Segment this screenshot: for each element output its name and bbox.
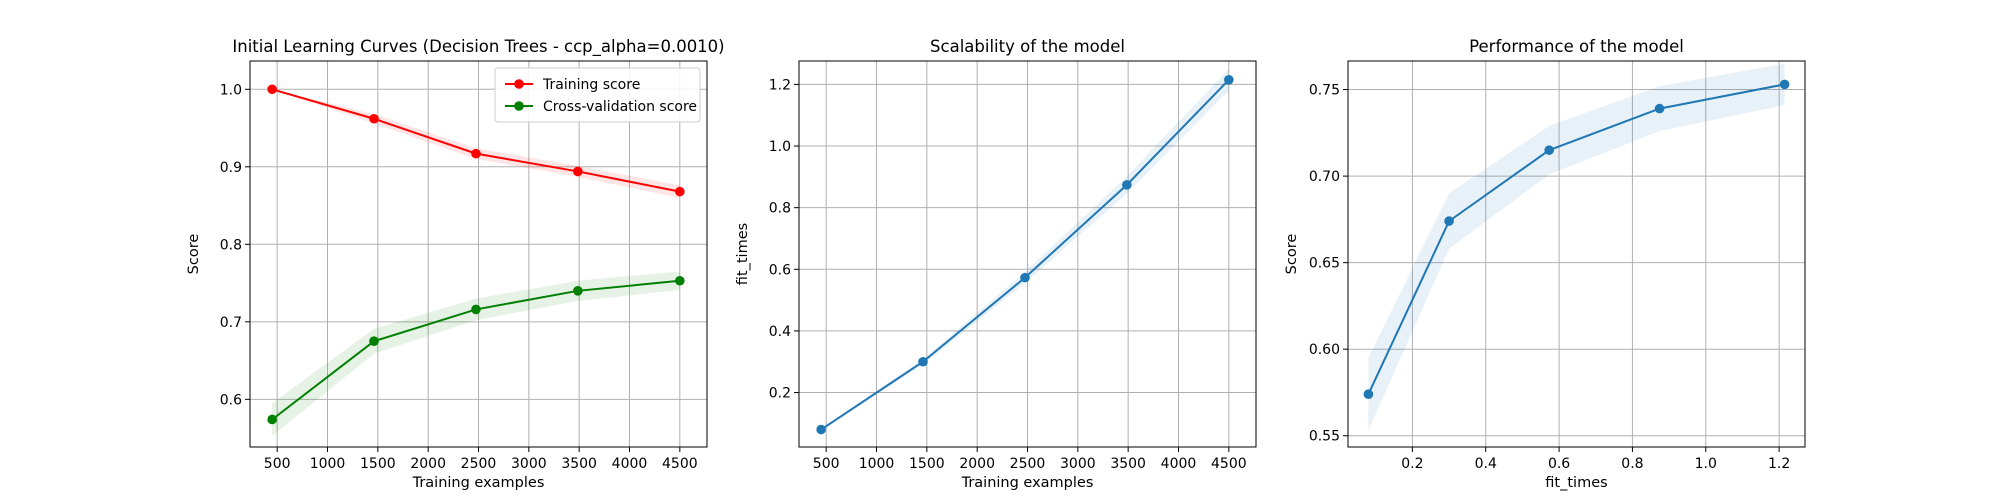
y-axis-label: Score xyxy=(1284,234,1300,275)
x-axis-label: Training examples xyxy=(961,475,1094,491)
y-tick-label: 0.65 xyxy=(1309,256,1340,272)
y-tick-label: 1.0 xyxy=(220,82,242,98)
data-point xyxy=(471,148,481,159)
x-axis-label: Training examples xyxy=(412,475,545,491)
x-tick-label: 2500 xyxy=(461,456,497,472)
chart-title: Initial Learning Curves (Decision Trees … xyxy=(232,37,724,57)
y-tick-label: 0.8 xyxy=(769,201,791,217)
y-tick-label: 0.75 xyxy=(1309,83,1340,99)
legend-label: Cross-validation score xyxy=(543,99,697,115)
y-tick-label: 0.55 xyxy=(1309,429,1340,445)
legend: Training score Cross-validation score xyxy=(494,67,701,123)
x-tick-label: 2000 xyxy=(959,456,995,472)
x-tick-label: 500 xyxy=(264,456,291,472)
data-point xyxy=(1544,145,1554,155)
y-tick-label: 0.7 xyxy=(220,315,242,331)
x-tick-label: 3000 xyxy=(511,456,547,472)
data-point xyxy=(1363,389,1374,400)
x-tick-label: 2000 xyxy=(410,456,446,472)
data-point xyxy=(1122,180,1132,190)
x-tick-label: 0.6 xyxy=(1548,456,1570,472)
data-point xyxy=(918,356,928,367)
x-tick-label: 4000 xyxy=(1161,456,1197,472)
data-point xyxy=(267,414,277,425)
data-point xyxy=(573,286,583,296)
data-point xyxy=(369,113,379,124)
confidence-band xyxy=(272,271,680,436)
chart-title: Scalability of the model xyxy=(930,37,1125,56)
x-tick-label: 1500 xyxy=(360,456,396,472)
chart-panel-1: 500 1000 1500 2000 2500 3000 3500 4000 4500 0.6 0.… xyxy=(186,37,725,491)
y-axis-label: Score xyxy=(186,234,202,275)
data-point xyxy=(1444,216,1454,226)
legend-swatch-marker xyxy=(514,79,524,89)
data-point xyxy=(369,336,379,346)
plot-frame xyxy=(1347,60,1806,448)
x-tick-label: 1500 xyxy=(909,456,945,472)
y-tick-label: 0.4 xyxy=(769,324,791,340)
x-tick-label: 3000 xyxy=(1060,456,1096,472)
legend-swatch-marker xyxy=(514,101,524,111)
x-tick-label: 4500 xyxy=(662,456,698,472)
x-tick-label: 1000 xyxy=(859,456,895,472)
y-tick-label: 0.8 xyxy=(220,237,242,253)
data-point xyxy=(816,424,826,435)
data-point xyxy=(1224,74,1234,85)
x-tick-label: 0.8 xyxy=(1621,456,1643,472)
data-point xyxy=(573,166,583,177)
x-tick-label: 500 xyxy=(813,456,840,472)
x-tick-label: 3500 xyxy=(561,456,597,472)
y-tick-label: 0.6 xyxy=(769,262,791,278)
y-tick-label: 0.60 xyxy=(1309,342,1340,358)
x-tick-label: 0.2 xyxy=(1401,456,1423,472)
confidence-band xyxy=(821,69,1229,431)
x-tick-label: 1.0 xyxy=(1695,456,1717,472)
x-tick-label: 4500 xyxy=(1211,456,1247,472)
data-point xyxy=(267,84,277,95)
data-point xyxy=(675,186,685,197)
chart-panel-2: 500 1000 1500 2000 2500 3000 3500 4000 4500 0.2 0.… xyxy=(735,37,1257,491)
chart-panel-3: 0.2 0.4 0.6 0.8 1.0 1.2 0.55 0.60 0.65 0.70 0.75 Pe… xyxy=(1284,37,1806,491)
y-tick-label: 0.2 xyxy=(769,386,791,402)
confidence-band xyxy=(1368,63,1785,431)
series-line xyxy=(820,79,1230,431)
y-axis-label: fit_times xyxy=(735,223,751,285)
y-tick-label: 0.70 xyxy=(1309,169,1340,185)
data-point xyxy=(675,275,685,286)
y-tick-label: 1.0 xyxy=(769,139,791,155)
y-tick-label: 0.9 xyxy=(220,160,242,176)
x-tick-label: 0.4 xyxy=(1475,456,1497,472)
x-axis-label: fit_times xyxy=(1545,475,1607,491)
y-tick-label: 1.2 xyxy=(769,77,791,93)
legend-box xyxy=(494,67,701,123)
data-point xyxy=(471,304,481,315)
data-point xyxy=(1779,79,1790,90)
x-tick-label: 2500 xyxy=(1010,456,1046,472)
data-point xyxy=(1020,272,1030,283)
y-tick-label: 0.6 xyxy=(220,392,242,408)
x-tick-label: 4000 xyxy=(612,456,648,472)
legend-label: Training score xyxy=(542,77,640,93)
x-tick-label: 1.2 xyxy=(1768,456,1790,472)
x-tick-label: 1000 xyxy=(310,456,346,472)
x-tick-label: 3500 xyxy=(1110,456,1146,472)
data-point xyxy=(1654,103,1665,114)
chart-title: Performance of the model xyxy=(1469,37,1684,56)
